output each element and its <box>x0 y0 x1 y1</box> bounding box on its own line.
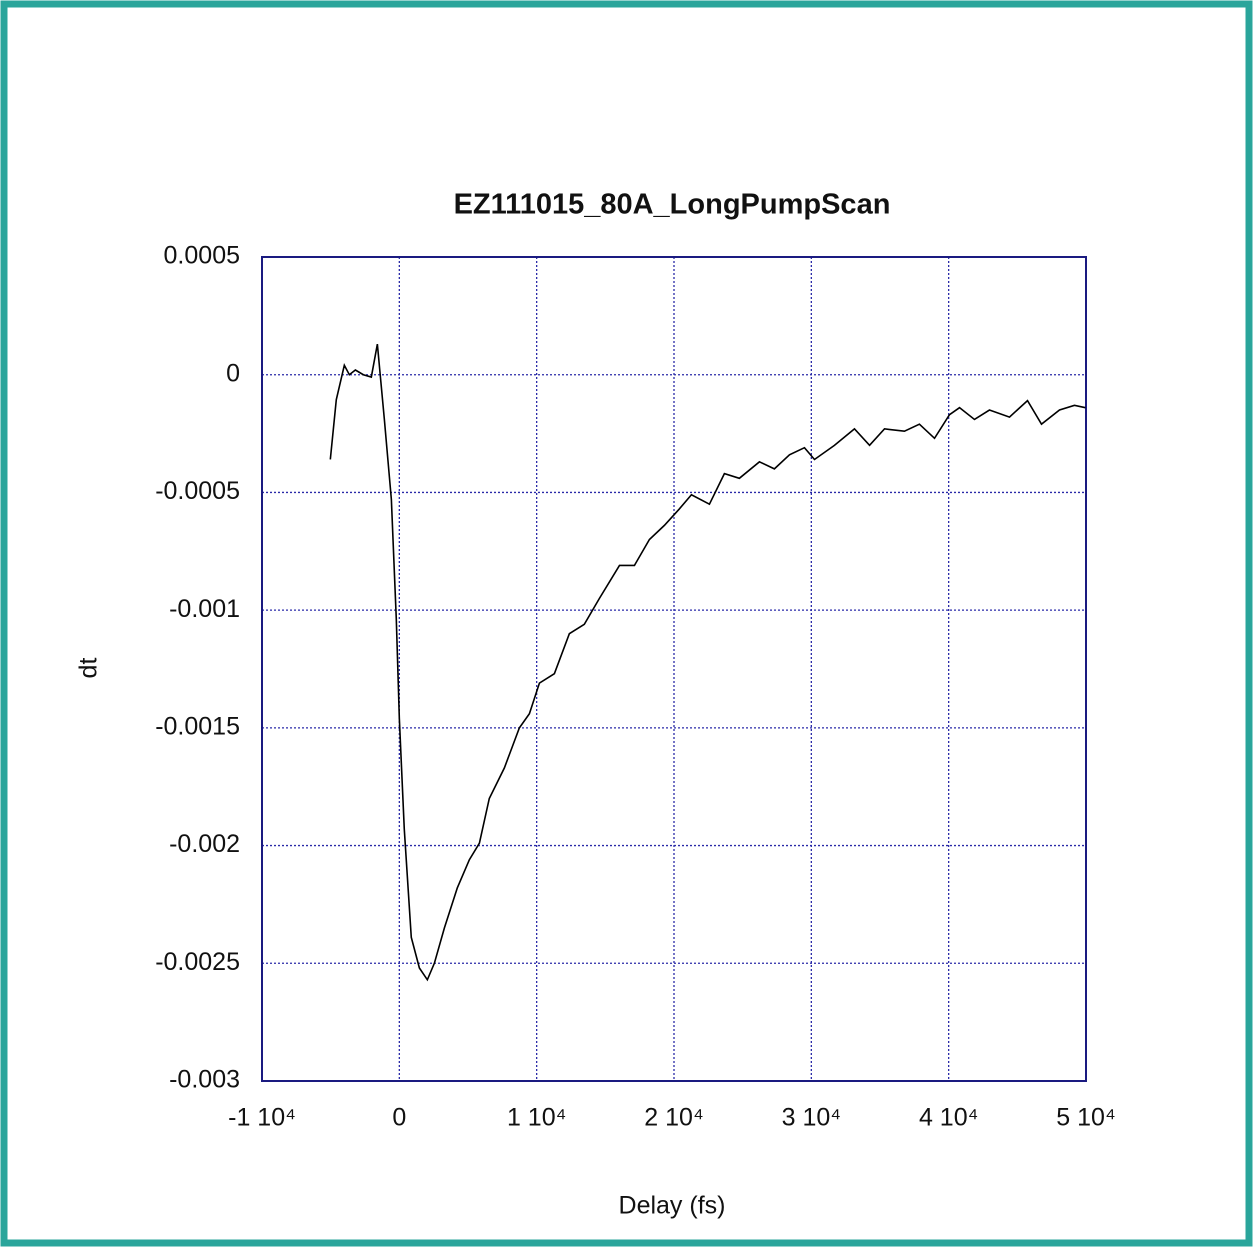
y-tick-label: -0.0005 <box>155 477 240 505</box>
x-axis-label: Delay (fs) <box>619 1192 726 1220</box>
y-tick-label: -0.003 <box>169 1066 240 1094</box>
y-tick-label: -0.0015 <box>155 712 240 740</box>
x-tick-label: 0 <box>392 1104 406 1132</box>
y-tick-label: -0.0025 <box>155 948 240 976</box>
y-tick-label: 0.0005 <box>164 242 240 270</box>
plot-frame <box>261 256 1087 1082</box>
data-line <box>329 343 1086 982</box>
y-tick-label: 0 <box>226 359 240 387</box>
x-tick-label: 1 10⁴ <box>507 1104 566 1132</box>
y-tick-label: -0.001 <box>169 595 240 623</box>
y-tick-label: -0.002 <box>169 830 240 858</box>
x-tick-label: 3 10⁴ <box>782 1104 841 1132</box>
x-tick-label: 2 10⁴ <box>644 1104 703 1132</box>
y-axis-label: dt <box>75 658 103 679</box>
x-tick-label: 4 10⁴ <box>919 1104 978 1132</box>
chart-title: EZ111015_80A_LongPumpScan <box>454 189 891 221</box>
x-tick-label: -1 10⁴ <box>228 1104 296 1132</box>
x-tick-label: 5 10⁴ <box>1056 1104 1115 1132</box>
